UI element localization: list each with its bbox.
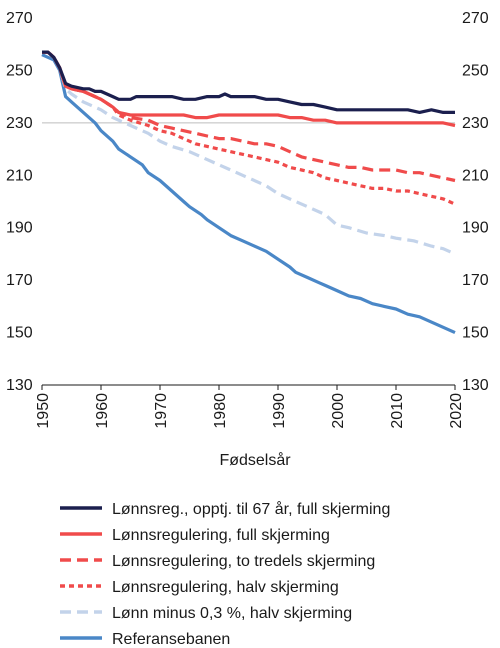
y-tick-label-left: 230 (6, 115, 33, 132)
legend-label: Lønnsreg., opptj. til 67 år, full skjerm… (112, 500, 390, 518)
x-tick-label: 1950 (35, 393, 52, 429)
y-tick-label-left: 190 (6, 220, 33, 237)
legend-label: Lønn minus 0,3 %, halv skjerming (112, 605, 352, 622)
legend-item: Referansebanen (60, 631, 230, 648)
axes (41, 384, 456, 390)
legend-item: Lønnsregulering, full skjerming (60, 527, 330, 544)
series-line (41, 53, 456, 335)
tick-labels: 130 130 150 150 170 170 190 190 210 210 230 230 250 2… (6, 10, 489, 429)
legend-item: Lønnsregulering, to tredels skjerming (60, 553, 375, 570)
legend: Lønnsreg., opptj. til 67 år, full skjerm… (60, 500, 390, 648)
series-line (42, 50, 456, 256)
y-tick-label-right: 190 (462, 220, 489, 237)
y-tick-label-left: 170 (6, 272, 33, 289)
y-tick-label-right: 150 (462, 325, 489, 342)
y-tick-label-left: 150 (6, 325, 33, 342)
y-tick-label-right: 270 (462, 10, 489, 27)
y-tick-label-left: 270 (6, 10, 33, 27)
legend-label: Lønnsregulering, to tredels skjerming (112, 553, 375, 570)
y-tick-label-left: 210 (6, 167, 33, 184)
y-tick-label-left: 130 (6, 377, 33, 394)
x-tick-label: 2020 (448, 393, 465, 429)
x-tick-label: 1980 (212, 393, 229, 429)
legend-item: Lønn minus 0,3 %, halv skjerming (60, 605, 352, 622)
series-line (42, 50, 456, 183)
x-axis-title: Fødselsår (219, 451, 291, 469)
series-line (42, 50, 456, 128)
legend-label: Referansebanen (112, 631, 230, 648)
series-lines (41, 50, 456, 335)
x-tick-label: 1990 (271, 393, 288, 429)
y-tick-label-right: 250 (462, 62, 489, 79)
series-line (42, 50, 456, 206)
y-tick-label-right: 210 (462, 167, 489, 184)
legend-label: Lønnsregulering, halv skjerming (112, 579, 339, 596)
y-tick-label-left: 250 (6, 62, 33, 79)
x-tick-label: 2000 (330, 393, 347, 429)
x-tick-label: 1970 (153, 393, 170, 429)
y-tick-label-right: 230 (462, 115, 489, 132)
x-tick-label: 2010 (389, 393, 406, 429)
legend-label: Lønnsregulering, full skjerming (112, 527, 330, 544)
y-tick-label-right: 130 (462, 377, 489, 394)
legend-item: Lønnsreg., opptj. til 67 år, full skjerm… (60, 500, 390, 518)
legend-item: Lønnsregulering, halv skjerming (60, 579, 339, 596)
series-line (42, 50, 455, 114)
x-tick-label: 1960 (94, 393, 111, 429)
y-tick-label-right: 170 (462, 272, 489, 289)
